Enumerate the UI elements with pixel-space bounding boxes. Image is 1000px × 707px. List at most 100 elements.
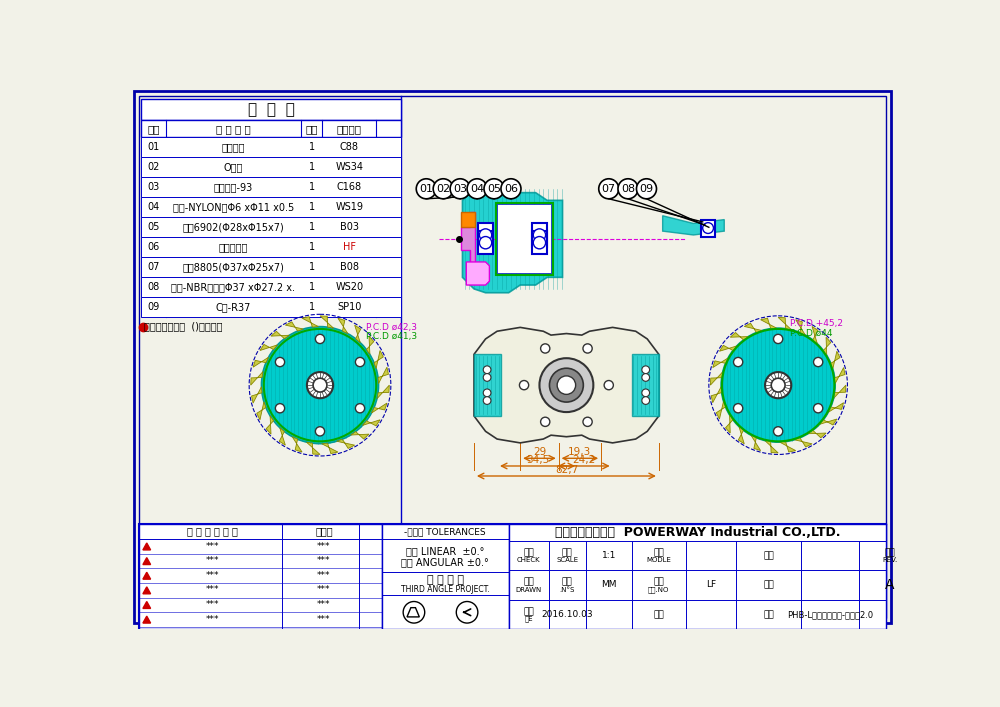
- Polygon shape: [306, 442, 320, 455]
- Circle shape: [774, 334, 783, 344]
- Bar: [141, 277, 401, 298]
- Polygon shape: [794, 438, 812, 447]
- Circle shape: [642, 389, 650, 397]
- Circle shape: [583, 417, 592, 426]
- Polygon shape: [351, 431, 369, 439]
- Bar: [141, 257, 401, 277]
- Text: 零 件 名 稱: 零 件 名 稱: [216, 124, 251, 134]
- Text: 1: 1: [308, 162, 315, 173]
- Text: 零  作  表: 零 作 表: [248, 102, 295, 117]
- Bar: [478, 223, 493, 247]
- Text: 數量: 數量: [305, 124, 318, 134]
- Text: ***: ***: [317, 614, 331, 624]
- Polygon shape: [377, 385, 389, 399]
- Polygon shape: [461, 212, 475, 266]
- Circle shape: [734, 358, 743, 367]
- Polygon shape: [253, 357, 269, 367]
- Text: .N°S: .N°S: [559, 587, 575, 592]
- Text: 1: 1: [308, 262, 315, 272]
- Text: 修 正 內 容 摘 要: 修 正 內 容 摘 要: [187, 527, 238, 537]
- Text: 版次: 版次: [884, 548, 895, 557]
- Bar: [497, 204, 551, 274]
- Text: 08: 08: [148, 282, 160, 293]
- Text: 置名: 置名: [763, 610, 774, 619]
- Circle shape: [483, 389, 491, 397]
- Text: 06: 06: [148, 243, 160, 252]
- Text: 03: 03: [148, 182, 160, 192]
- Text: 09: 09: [639, 184, 654, 194]
- Text: HF: HF: [343, 243, 356, 252]
- Circle shape: [814, 404, 823, 413]
- Polygon shape: [834, 385, 846, 399]
- Circle shape: [483, 397, 491, 404]
- Circle shape: [355, 358, 365, 367]
- Circle shape: [765, 372, 791, 398]
- Text: B03: B03: [340, 222, 359, 233]
- Circle shape: [721, 328, 835, 442]
- Polygon shape: [374, 351, 383, 368]
- Polygon shape: [828, 403, 844, 412]
- Bar: [478, 231, 493, 255]
- Text: 比例: 比例: [562, 548, 573, 557]
- Circle shape: [599, 179, 619, 199]
- Polygon shape: [337, 439, 355, 448]
- Text: ***: ***: [205, 571, 219, 580]
- Polygon shape: [778, 317, 791, 329]
- Polygon shape: [285, 322, 303, 331]
- Text: 09: 09: [148, 303, 160, 312]
- Circle shape: [642, 373, 650, 381]
- Text: 05: 05: [487, 184, 501, 194]
- Text: C168: C168: [337, 182, 362, 192]
- Circle shape: [533, 229, 546, 241]
- Text: 材質: 材質: [763, 551, 774, 560]
- Polygon shape: [632, 354, 659, 416]
- Circle shape: [433, 179, 453, 199]
- Polygon shape: [761, 318, 777, 329]
- Text: ***: ***: [317, 600, 331, 609]
- Text: 04: 04: [470, 184, 484, 194]
- Text: 製圖: 製圖: [523, 578, 534, 586]
- Text: CHECK: CHECK: [517, 557, 540, 563]
- Text: LF: LF: [706, 580, 716, 590]
- Text: 02: 02: [147, 162, 160, 173]
- Text: ***: ***: [205, 600, 219, 609]
- Polygon shape: [462, 185, 563, 293]
- Polygon shape: [823, 337, 831, 356]
- Text: 單位: 單位: [562, 578, 573, 586]
- Polygon shape: [812, 327, 818, 344]
- Text: ***: ***: [317, 542, 331, 551]
- Bar: [141, 298, 401, 317]
- Bar: [139, 524, 382, 629]
- Circle shape: [467, 179, 487, 199]
- Text: 24,2: 24,2: [572, 455, 595, 464]
- Text: 2016.10.03: 2016.10.03: [541, 610, 593, 619]
- Text: 1: 1: [308, 243, 315, 252]
- Text: SP10: SP10: [337, 303, 361, 312]
- Text: WS34: WS34: [335, 162, 363, 173]
- Polygon shape: [143, 616, 151, 623]
- Polygon shape: [716, 402, 726, 419]
- Polygon shape: [831, 351, 840, 369]
- Text: 1: 1: [308, 282, 315, 293]
- Circle shape: [315, 427, 325, 436]
- Polygon shape: [378, 367, 388, 384]
- Circle shape: [541, 344, 550, 353]
- Bar: [141, 99, 401, 120]
- Text: 1: 1: [308, 182, 315, 192]
- Text: B08: B08: [340, 262, 359, 272]
- Polygon shape: [725, 415, 733, 433]
- Text: ***: ***: [205, 556, 219, 565]
- Bar: [701, 220, 715, 237]
- Bar: [141, 238, 401, 257]
- Polygon shape: [292, 436, 302, 452]
- Circle shape: [541, 417, 550, 426]
- Text: 圖號: 圖號: [653, 578, 664, 586]
- Polygon shape: [143, 558, 151, 565]
- Circle shape: [275, 404, 285, 413]
- Text: C88: C88: [340, 142, 359, 152]
- Circle shape: [557, 376, 576, 395]
- Text: 05: 05: [147, 222, 160, 233]
- Text: 花鼓鼓本體: 花鼓鼓本體: [219, 243, 248, 252]
- Circle shape: [549, 368, 583, 402]
- Polygon shape: [466, 262, 489, 285]
